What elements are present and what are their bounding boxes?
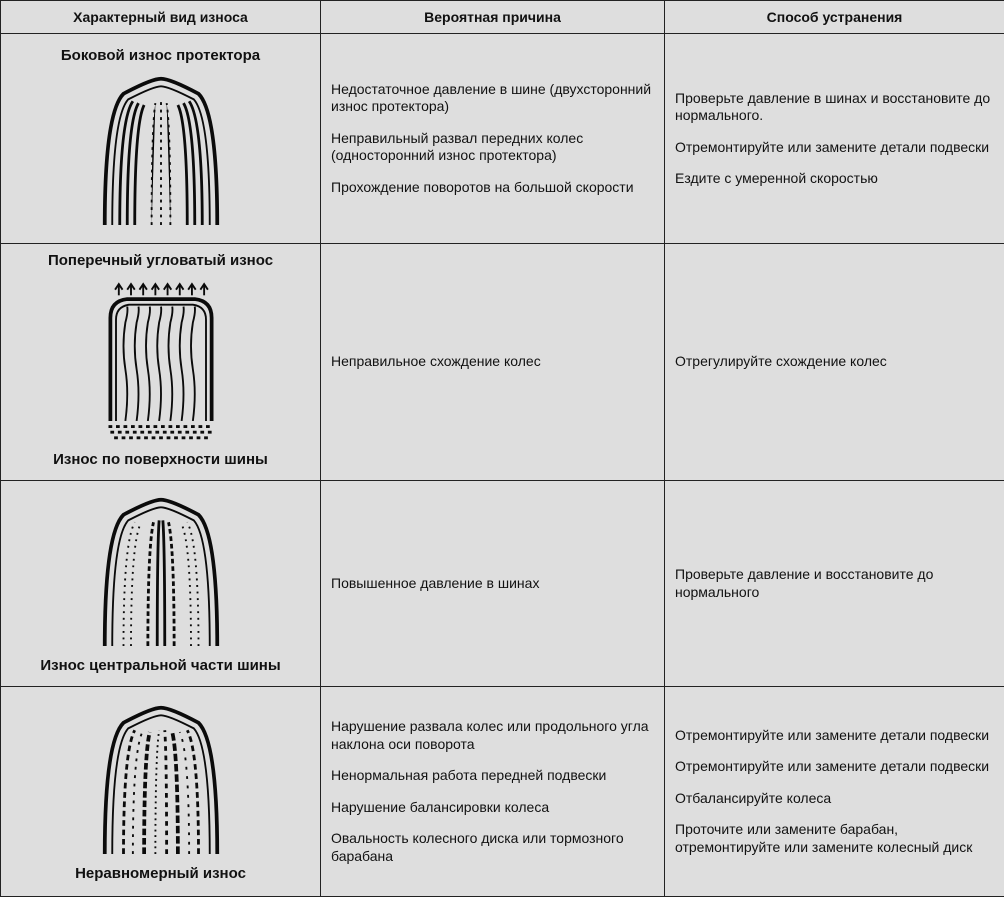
cell-fix: Отрегулируйте схождение колес [665, 244, 1004, 481]
col-header-fix: Способ устранения [665, 1, 1004, 34]
cause-text: Нарушение балансировки колеса [331, 799, 654, 817]
fix-text: Проверьте давление в шинах и восстановит… [675, 90, 994, 125]
fix-text: Проверьте давление и восстановите до нор… [675, 566, 994, 601]
tire-side-wear-icon [86, 70, 236, 230]
cause-text: Неправильный развал передних колес (одно… [331, 130, 654, 165]
fix-text: Проточите или замените барабан, отремонт… [675, 821, 994, 856]
fix-text: Отремонтируйте или замените детали подве… [675, 727, 994, 745]
cell-cause: Неправильное схождение колес [321, 244, 665, 481]
table-row: Боковой износ протектора Недостаточное д… [1, 34, 1004, 244]
cause-text: Прохождение поворотов на большой скорост… [331, 179, 654, 197]
tire-illustration [11, 275, 310, 445]
cell-wear-type: Боковой износ протектора [1, 34, 321, 244]
wear-type-title: Боковой износ протектора [11, 47, 310, 64]
cause-text: Повышенное давление в шинах [331, 575, 654, 593]
cell-cause: Нарушение развала колес или продольного … [321, 687, 665, 897]
fix-text: Ездите с умеренной скоростью [675, 170, 994, 188]
cell-wear-type: Поперечный угловатый износ Износ по пове… [1, 244, 321, 481]
cell-cause: Повышенное давление в шинах [321, 481, 665, 687]
cell-fix: Проверьте давление и восстановите до нор… [665, 481, 1004, 687]
wear-table: Характерный вид износа Вероятная причина… [0, 0, 1004, 897]
cell-fix: Проверьте давление в шинах и восстановит… [665, 34, 1004, 244]
cell-cause: Недостаточное давление в шине (двухсторо… [321, 34, 665, 244]
table-header-row: Характерный вид износа Вероятная причина… [1, 1, 1004, 34]
wear-type-subtitle: Неравномерный износ [11, 865, 310, 882]
fix-text: Отрегулируйте схождение колес [675, 353, 994, 371]
cell-wear-type: Износ центральной части шины [1, 481, 321, 687]
wear-type-title: Поперечный угловатый износ [11, 252, 310, 269]
tire-illustration [11, 70, 310, 230]
cause-text: Ненормальная работа передней подвески [331, 767, 654, 785]
cell-fix: Отремонтируйте или замените детали подве… [665, 687, 1004, 897]
tire-illustration [11, 491, 310, 651]
col-header-cause: Вероятная причина [321, 1, 665, 34]
fix-text: Отбалансируйте колеса [675, 790, 994, 808]
tire-illustration [11, 699, 310, 859]
cause-text: Неправильное схождение колес [331, 353, 654, 371]
wear-type-subtitle: Износ центральной части шины [11, 657, 310, 674]
fix-text: Отремонтируйте или замените детали подве… [675, 139, 994, 157]
table-row: Неравномерный износ Нарушение развала ко… [1, 687, 1004, 897]
tire-feathered-wear-icon [86, 275, 236, 445]
cell-wear-type: Неравномерный износ [1, 687, 321, 897]
wear-type-subtitle: Износ по поверхности шины [11, 451, 310, 468]
fix-text: Отремонтируйте или замените детали подве… [675, 758, 994, 776]
tire-uneven-wear-icon [86, 699, 236, 859]
cause-text: Недостаточное давление в шине (двухсторо… [331, 81, 654, 116]
tire-wear-table-page: Характерный вид износа Вероятная причина… [0, 0, 1004, 897]
cause-text: Нарушение развала колес или продольного … [331, 718, 654, 753]
cause-text: Овальность колесного диска или тормозног… [331, 830, 654, 865]
col-header-type: Характерный вид износа [1, 1, 321, 34]
table-row: Поперечный угловатый износ Износ по пове… [1, 244, 1004, 481]
tire-center-wear-icon [86, 491, 236, 651]
table-row: Износ центральной части шины Повышенное … [1, 481, 1004, 687]
